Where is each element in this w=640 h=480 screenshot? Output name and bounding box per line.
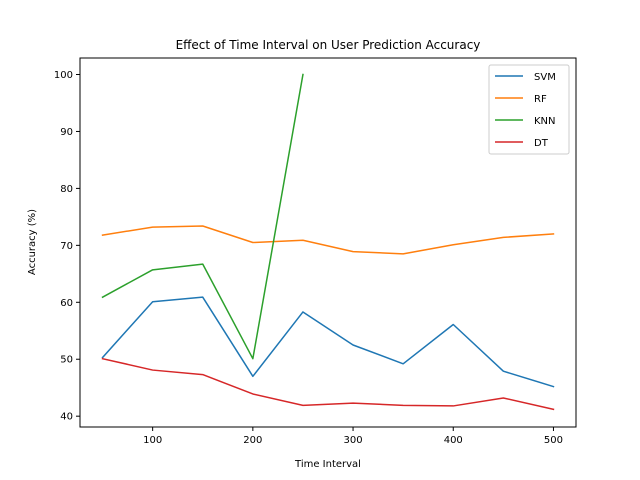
legend-item-svm: SVM	[495, 72, 556, 83]
y-tick-label: 50	[60, 355, 73, 366]
y-tick-label: 70	[60, 241, 73, 252]
legend: SVM RF KNN DT	[488, 64, 570, 155]
legend-label: RF	[534, 94, 547, 105]
y-tick-label: 100	[54, 70, 73, 81]
x-tick-label: 300	[344, 435, 363, 446]
series-line-knn	[101, 73, 304, 360]
chart-title: Effect of Time Interval on User Predicti…	[176, 38, 481, 52]
series-line-rf	[101, 225, 555, 255]
x-tick-label: 100	[143, 435, 162, 446]
x-axis: 100 200 300 400 500	[143, 427, 563, 446]
legend-item-rf: RF	[495, 94, 547, 105]
x-tick-label: 500	[544, 435, 563, 446]
x-tick-label: 200	[243, 435, 262, 446]
legend-label: SVM	[534, 72, 556, 83]
legend-label: DT	[534, 138, 549, 149]
x-axis-title: Time Interval	[294, 459, 361, 470]
series-line-dt	[101, 357, 555, 411]
y-tick-label: 60	[60, 298, 73, 309]
y-tick-label: 90	[60, 127, 73, 138]
y-axis: 40 50 60 70 80 90 100	[54, 70, 80, 423]
y-axis-title: Accuracy (%)	[27, 209, 38, 275]
legend-item-knn: KNN	[495, 116, 556, 127]
plot-frame	[79, 57, 577, 428]
x-tick-label: 400	[444, 435, 463, 446]
legend-item-dt: DT	[495, 138, 549, 149]
y-tick-label: 40	[60, 412, 73, 423]
legend-box	[488, 64, 570, 155]
series-layer	[101, 73, 555, 411]
legend-label: KNN	[534, 116, 556, 127]
series-line-svm	[101, 296, 555, 388]
y-tick-label: 80	[60, 184, 73, 195]
